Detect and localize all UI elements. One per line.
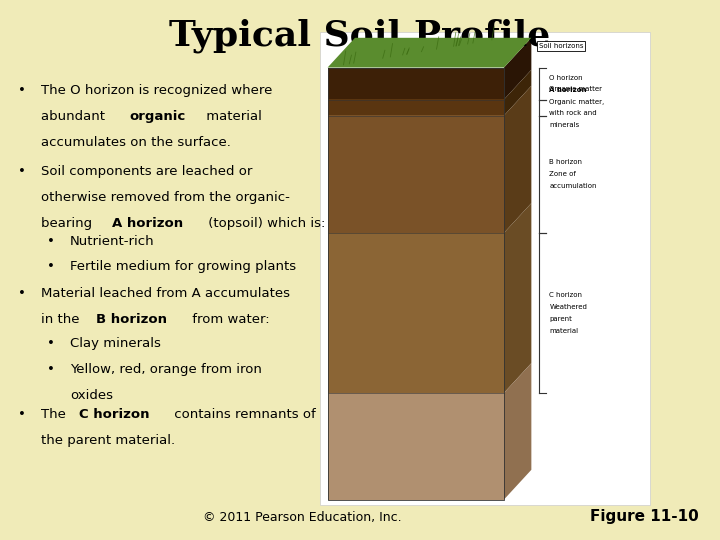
Polygon shape	[504, 70, 531, 116]
Text: •: •	[47, 338, 55, 350]
Text: O horizon: O horizon	[549, 75, 583, 80]
Polygon shape	[328, 38, 531, 68]
Text: parent: parent	[549, 316, 572, 322]
Text: minerals: minerals	[549, 123, 580, 129]
Bar	[320, 32, 650, 505]
Text: organic: organic	[129, 110, 185, 123]
Bar	[328, 393, 504, 500]
Polygon shape	[504, 38, 531, 99]
Polygon shape	[504, 203, 531, 393]
Bar	[328, 68, 504, 500]
Text: Clay minerals: Clay minerals	[70, 338, 161, 350]
Text: Material leached from A accumulates: Material leached from A accumulates	[41, 287, 290, 300]
Text: Typical Soil Profile: Typical Soil Profile	[169, 19, 551, 53]
Text: with rock and: with rock and	[549, 111, 597, 117]
Text: C horizon: C horizon	[78, 408, 149, 421]
Text: •: •	[18, 287, 26, 300]
Text: •: •	[18, 84, 26, 97]
Text: Organic matter: Organic matter	[549, 86, 603, 92]
Text: in the: in the	[41, 313, 84, 326]
Text: accumulation: accumulation	[549, 183, 597, 189]
Text: otherwise removed from the organic-: otherwise removed from the organic-	[41, 191, 290, 204]
Text: •: •	[47, 363, 55, 376]
Text: •: •	[18, 408, 26, 421]
Text: A horizon: A horizon	[549, 87, 587, 93]
Text: Soil horizons: Soil horizons	[539, 43, 583, 49]
Bar	[328, 233, 504, 393]
Bar	[328, 99, 504, 116]
Text: from water:: from water:	[188, 313, 269, 326]
Text: Yellow, red, orange from iron: Yellow, red, orange from iron	[70, 363, 261, 376]
Polygon shape	[504, 86, 531, 233]
Text: •: •	[47, 235, 55, 248]
Text: B horizon: B horizon	[96, 313, 167, 326]
Text: oxides: oxides	[70, 389, 113, 402]
Bar	[328, 68, 504, 99]
Text: C horizon: C horizon	[549, 292, 582, 298]
Text: © 2011 Pearson Education, Inc.: © 2011 Pearson Education, Inc.	[203, 511, 402, 524]
Text: Fertile medium for growing plants: Fertile medium for growing plants	[70, 260, 296, 273]
Text: the parent material.: the parent material.	[41, 434, 175, 447]
Text: A horizon: A horizon	[112, 217, 184, 230]
Text: material: material	[549, 328, 578, 334]
Text: The: The	[41, 408, 70, 421]
Text: B horizon: B horizon	[549, 159, 582, 165]
Bar	[328, 116, 504, 233]
Text: contains remnants of: contains remnants of	[170, 408, 315, 421]
Text: abundant: abundant	[41, 110, 109, 123]
Text: Figure 11-10: Figure 11-10	[590, 509, 698, 524]
Text: accumulates on the surface.: accumulates on the surface.	[41, 136, 231, 148]
Text: Zone of: Zone of	[549, 171, 576, 177]
Text: material: material	[202, 110, 261, 123]
Text: bearing: bearing	[41, 217, 96, 230]
Text: Nutrient-rich: Nutrient-rich	[70, 235, 155, 248]
Text: •: •	[18, 165, 26, 178]
Polygon shape	[504, 363, 531, 500]
Text: (topsoil) which is:: (topsoil) which is:	[204, 217, 325, 230]
Text: Weathered: Weathered	[549, 304, 588, 310]
Text: Organic matter,: Organic matter,	[549, 99, 605, 105]
Text: •: •	[47, 260, 55, 273]
Text: The O horizon is recognized where: The O horizon is recognized where	[41, 84, 272, 97]
Text: Soil components are leached or: Soil components are leached or	[41, 165, 253, 178]
